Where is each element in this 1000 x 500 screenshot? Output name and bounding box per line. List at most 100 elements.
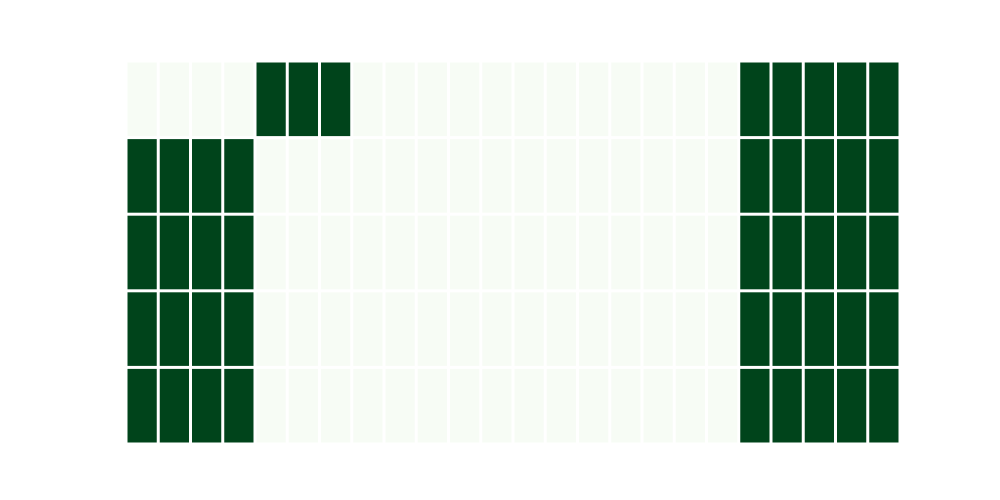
heatmap-cell-r0-c13: [546, 62, 576, 137]
heatmap-cell-r3-c5: [288, 292, 318, 366]
heatmap-cell-r1-c23: [869, 139, 899, 213]
heatmap-cell-r3-c2: [192, 292, 222, 366]
heatmap-cell-r4-c12: [514, 368, 544, 443]
heatmap-cell-r1-c9: [417, 139, 447, 213]
heatmap-cell-r4-c11: [482, 368, 512, 443]
heatmap-cell-r1-c0: [127, 139, 157, 213]
heatmap-cell-r0-c10: [450, 62, 480, 137]
heatmap-cell-r0-c1: [159, 62, 189, 137]
heatmap-cell-r2-c17: [675, 215, 705, 290]
heatmap-cell-r1-c12: [514, 139, 544, 213]
heatmap-cell-r2-c9: [417, 215, 447, 290]
heatmap-cell-r4-c4: [256, 368, 286, 443]
heatmap-cell-r2-c8: [385, 215, 415, 290]
heatmap-cell-r4-c19: [740, 368, 770, 443]
heatmap-cell-r1-c5: [288, 139, 318, 213]
heatmap-cell-r3-c11: [482, 292, 512, 366]
heatmap-cell-r1-c1: [159, 139, 189, 213]
heatmap-cell-r0-c5: [288, 62, 318, 137]
heatmap-cell-r3-c3: [224, 292, 254, 366]
heatmap-cell-r0-c8: [385, 62, 415, 137]
heatmap-cell-r1-c13: [546, 139, 576, 213]
heatmap-cell-r2-c15: [611, 215, 641, 290]
heatmap-cell-r3-c21: [804, 292, 834, 366]
heatmap-cell-r0-c16: [643, 62, 673, 137]
heatmap-cell-r0-c14: [579, 62, 609, 137]
heatmap-cell-r4-c23: [869, 368, 899, 443]
heatmap-cell-r2-c2: [192, 215, 222, 290]
heatmap-cell-r0-c17: [675, 62, 705, 137]
heatmap-cell-r0-c2: [192, 62, 222, 137]
heatmap-cell-r2-c7: [353, 215, 383, 290]
heatmap-cell-r1-c2: [192, 139, 222, 213]
heatmap-cell-r4-c15: [611, 368, 641, 443]
heatmap-cell-r4-c16: [643, 368, 673, 443]
heatmap-cell-r0-c12: [514, 62, 544, 137]
heatmap-cell-r0-c21: [804, 62, 834, 137]
heatmap-cell-r2-c21: [804, 215, 834, 290]
heatmap-cell-r2-c0: [127, 215, 157, 290]
heatmap-cell-r4-c6: [321, 368, 351, 443]
heatmap-cell-r0-c9: [417, 62, 447, 137]
heatmap-cell-r1-c22: [837, 139, 867, 213]
heatmap-cell-r1-c4: [256, 139, 286, 213]
heatmap-cell-r1-c19: [740, 139, 770, 213]
heatmap-cell-r2-c10: [450, 215, 480, 290]
heatmap-cell-r2-c23: [869, 215, 899, 290]
heatmap-cell-r3-c16: [643, 292, 673, 366]
heatmap-cell-r2-c18: [708, 215, 738, 290]
heatmap-cell-r1-c18: [708, 139, 738, 213]
heatmap-cell-r2-c3: [224, 215, 254, 290]
heatmap-cell-r1-c20: [772, 139, 802, 213]
heatmap-cell-r3-c15: [611, 292, 641, 366]
heatmap-cell-r4-c8: [385, 368, 415, 443]
heatmap-cell-r4-c0: [127, 368, 157, 443]
heatmap-cell-r2-c19: [740, 215, 770, 290]
heatmap-cell-r1-c3: [224, 139, 254, 213]
heatmap-cell-r3-c22: [837, 292, 867, 366]
heatmap-cell-r0-c20: [772, 62, 802, 137]
heatmap-cell-r4-c20: [772, 368, 802, 443]
heatmap-cell-r2-c12: [514, 215, 544, 290]
heatmap-cell-r2-c1: [159, 215, 189, 290]
heatmap-cell-r4-c2: [192, 368, 222, 443]
heatmap-cell-r3-c1: [159, 292, 189, 366]
heatmap-cell-r1-c15: [611, 139, 641, 213]
heatmap-cell-r1-c8: [385, 139, 415, 213]
heatmap-cell-r3-c12: [514, 292, 544, 366]
heatmap-cell-r3-c23: [869, 292, 899, 366]
heatmap-cell-r3-c4: [256, 292, 286, 366]
heatmap-cell-r0-c11: [482, 62, 512, 137]
heatmap-cell-r4-c18: [708, 368, 738, 443]
heatmap-cell-r3-c13: [546, 292, 576, 366]
heatmap-cell-r2-c14: [579, 215, 609, 290]
heatmap-cell-r4-c17: [675, 368, 705, 443]
heatmap-cell-r1-c17: [675, 139, 705, 213]
heatmap-cell-r2-c4: [256, 215, 286, 290]
heatmap-cell-r2-c13: [546, 215, 576, 290]
heatmap-cell-r3-c6: [321, 292, 351, 366]
heatmap-cell-r4-c14: [579, 368, 609, 443]
heatmap-cell-r4-c9: [417, 368, 447, 443]
heatmap-cell-r3-c17: [675, 292, 705, 366]
heatmap-cell-r3-c0: [127, 292, 157, 366]
heatmap-cell-r1-c16: [643, 139, 673, 213]
heatmap-cell-r2-c22: [837, 215, 867, 290]
heatmap-cell-r2-c11: [482, 215, 512, 290]
heatmap-cell-r3-c10: [450, 292, 480, 366]
heatmap-cell-r0-c6: [321, 62, 351, 137]
heatmap-cell-r4-c1: [159, 368, 189, 443]
heatmap-cell-r2-c6: [321, 215, 351, 290]
heatmap-cell-r0-c3: [224, 62, 254, 137]
heatmap-cell-r0-c15: [611, 62, 641, 137]
heatmap-cell-r0-c19: [740, 62, 770, 137]
heatmap-cell-r1-c10: [450, 139, 480, 213]
heatmap-cell-r0-c23: [869, 62, 899, 137]
heatmap-cell-r1-c6: [321, 139, 351, 213]
heatmap-cell-r4-c7: [353, 368, 383, 443]
heatmap-cell-r4-c3: [224, 368, 254, 443]
heatmap-cell-r4-c21: [804, 368, 834, 443]
heatmap-cell-r0-c0: [127, 62, 157, 137]
heatmap-cell-r3-c18: [708, 292, 738, 366]
heatmap-cell-r3-c20: [772, 292, 802, 366]
